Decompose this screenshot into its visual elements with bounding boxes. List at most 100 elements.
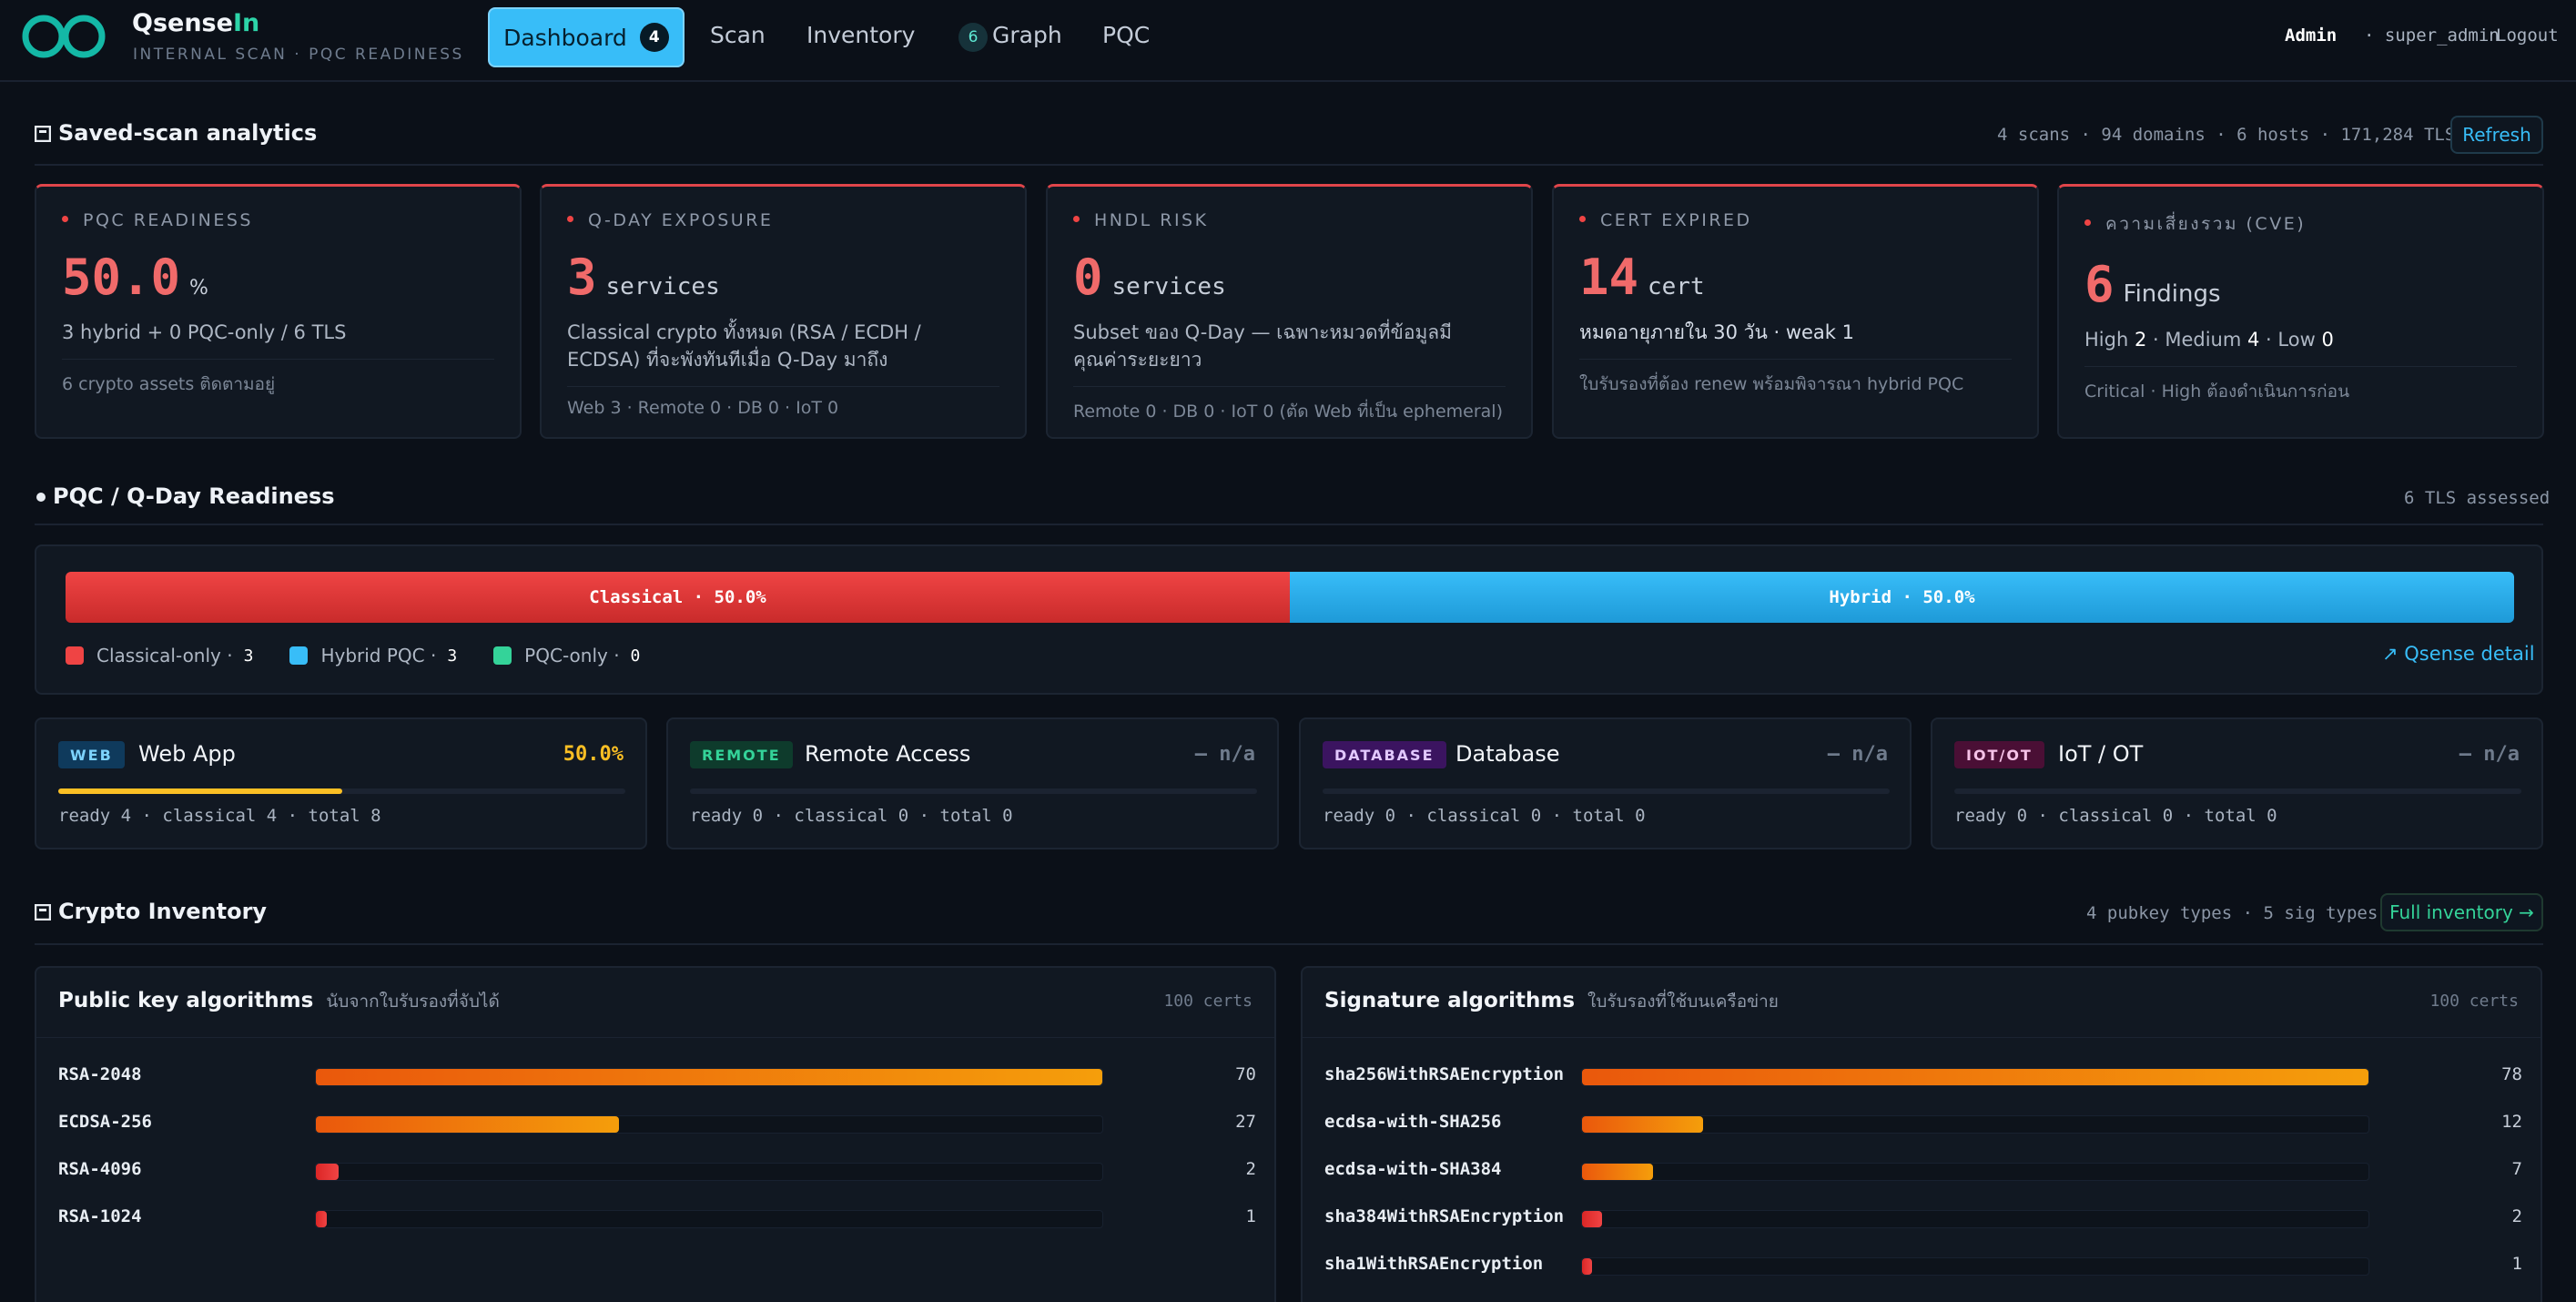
sig-row: sha256WithRSAEncryption 78: [1324, 1061, 2522, 1088]
segment-stats: ready 4 · classical 4 · total 8: [58, 806, 381, 826]
hybrid-segment: Hybrid · 50.0%: [1290, 572, 2514, 623]
sig-label: sha1WithRSAEncryption: [1324, 1254, 1544, 1274]
segment-progress-track: [58, 788, 625, 794]
sig-label: sha256WithRSAEncryption: [1324, 1064, 1565, 1084]
segment-stats: ready 0 · classical 0 · total 0: [1954, 806, 2277, 826]
kpi-unit: Findings: [2123, 280, 2221, 308]
kpi-value: 3: [567, 249, 597, 306]
nav-inventory-tab[interactable]: Inventory: [806, 22, 916, 48]
hybrid-legend-label: Hybrid PQC ·: [320, 645, 437, 666]
sig-bar-track: [1581, 1068, 2369, 1086]
sig-value: 1: [2511, 1254, 2522, 1274]
segment-percent: — n/a: [2459, 743, 2520, 766]
sig-label: ecdsa-with-SHA256: [1324, 1112, 1502, 1132]
top-bar: QsenseIn INTERNAL SCAN · PQC READINESS D…: [0, 0, 2576, 82]
classical-segment: Classical · 50.0%: [66, 572, 1290, 623]
qsense-detail-link[interactable]: ↗ Qsense detail: [2382, 643, 2535, 665]
sig-bar-track: [1581, 1257, 2369, 1276]
kpi-card-hndl-risk: HNDL RISK 0 services Subset ของ Q-Day — เ…: [1046, 184, 1533, 439]
kpi-card-cert-expired: CERT EXPIRED 14 cert หมดอายุภายใน 30 วัน …: [1552, 184, 2039, 439]
kpi-description: Classical crypto ทั้งหมด (RSA / ECDH / E…: [567, 321, 921, 371]
pubkey-cert-count: 100 certs: [1163, 992, 1253, 1011]
sig-bar: [1582, 1069, 2368, 1085]
nav-dashboard-tab[interactable]: Dashboard 4: [488, 7, 685, 67]
sig-bar: [1582, 1258, 1593, 1275]
readiness-panel: Classical · 50.0% Hybrid · 50.0% Classic…: [35, 544, 2543, 695]
segment-name: Remote Access: [805, 741, 971, 767]
pubkey-bar-track: [315, 1068, 1103, 1086]
segment-name: Database: [1455, 741, 1560, 767]
pubkey-value: 70: [1235, 1064, 1256, 1084]
pubkey-label: RSA-2048: [58, 1064, 142, 1084]
sig-bar-track: [1581, 1163, 2369, 1181]
kpi-description: High 2 · Medium 4 · Low 0: [2084, 329, 2334, 351]
inventory-section-title: Crypto Inventory: [58, 899, 268, 924]
sig-row: ecdsa-with-SHA384 7: [1324, 1155, 2522, 1183]
kpi-unit: services: [605, 273, 720, 300]
kpi-unit: %: [189, 277, 208, 300]
segment-stats: ready 0 · classical 0 · total 0: [1323, 806, 1646, 826]
pubkey-bar: [316, 1116, 620, 1133]
nav-graph-tab[interactable]: Graph: [992, 22, 1062, 48]
pubkey-label: RSA-4096: [58, 1159, 142, 1179]
sig-row: sha384WithRSAEncryption 2: [1324, 1203, 2522, 1230]
segment-card-iot[interactable]: IOT/OT IoT / OT — n/a ready 0 · classica…: [1931, 717, 2543, 849]
kpi-footnote: Critical · High ต้องดำเนินการก่อน: [2084, 366, 2517, 405]
sig-bar-track: [1581, 1115, 2369, 1134]
classical-legend-label: Classical-only ·: [96, 645, 233, 666]
kpi-value: 14: [1579, 249, 1639, 306]
nav-dashboard-label: Dashboard: [503, 24, 627, 51]
pubkey-panel-title: Public key algorithms นับจากใบรับรองที่จั…: [58, 989, 500, 1012]
kpi-footnote: Web 3 · Remote 0 · DB 0 · IoT 0: [567, 386, 999, 418]
pubkey-row: RSA-1024 1: [58, 1203, 1256, 1230]
pubkey-label: RSA-1024: [58, 1206, 142, 1226]
segment-card-web[interactable]: WEB Web App 50.0% ready 4 · classical 4 …: [35, 717, 647, 849]
pubkey-value: 2: [1245, 1159, 1256, 1179]
inventory-summary: 4 pubkey types · 5 sig types: [2086, 903, 2378, 923]
cve-high-count: 2: [2134, 329, 2147, 351]
kpi-footnote: ใบรับรองที่ต้อง renew พร้อมพิจารณา hybri…: [1579, 359, 2012, 398]
full-inventory-button[interactable]: Full inventory →: [2380, 893, 2543, 931]
kpi-label: ความเสี่ยงรวม (CVE): [2084, 210, 2517, 238]
segment-stats: ready 0 · classical 0 · total 0: [690, 806, 1013, 826]
nav-dashboard-count-badge: 4: [639, 23, 669, 52]
segment-progress-track: [1323, 788, 1890, 794]
pubkey-bar-track: [315, 1163, 1103, 1181]
sig-row: sha1WithRSAEncryption 1: [1324, 1250, 2522, 1277]
readiness-split-bar: Classical · 50.0% Hybrid · 50.0%: [66, 572, 2514, 623]
pubkey-row: ECDSA-256 27: [58, 1108, 1256, 1135]
segment-name: IoT / OT: [2058, 741, 2144, 767]
kpi-label: HNDL RISK: [1073, 210, 1506, 230]
segment-name: Web App: [138, 741, 236, 767]
sig-bar: [1582, 1164, 1653, 1180]
pubkey-label: ECDSA-256: [58, 1112, 152, 1132]
analytics-divider: [35, 164, 2543, 166]
readiness-section-dot-icon: [36, 493, 46, 502]
segment-card-remote[interactable]: REMOTE Remote Access — n/a ready 0 · cla…: [666, 717, 1279, 849]
inventory-section-icon: [35, 904, 51, 921]
refresh-button[interactable]: Refresh: [2450, 116, 2543, 154]
sig-label: ecdsa-with-SHA384: [1324, 1159, 1502, 1179]
segment-card-database[interactable]: DATABASE Database — n/a ready 0 · classi…: [1299, 717, 1912, 849]
pubkey-algorithms-panel: Public key algorithms นับจากใบรับรองที่จั…: [35, 966, 1276, 1302]
readiness-divider: [35, 524, 2543, 525]
inventory-divider: [35, 943, 2543, 945]
segment-tag: REMOTE: [690, 741, 793, 768]
kpi-footnote: 6 crypto assets ติดตามอยู่: [62, 359, 494, 398]
brand-name: QsenseIn: [132, 9, 260, 37]
infinity-logo-icon: [22, 15, 106, 58]
segment-tag: WEB: [58, 741, 125, 768]
kpi-description: Subset ของ Q-Day — เฉพาะหมวดที่ข้อมูลมีค…: [1073, 321, 1453, 371]
pubkey-bar: [316, 1211, 328, 1227]
pqc-only-legend-swatch: [493, 646, 512, 665]
classical-legend-count: 3: [243, 646, 254, 666]
logout-button[interactable]: Logout: [2496, 25, 2559, 46]
sig-bar: [1582, 1116, 1703, 1133]
nav-pqc-tab[interactable]: PQC: [1102, 22, 1151, 48]
classical-legend-swatch: [66, 646, 84, 665]
segment-progress-track: [690, 788, 1257, 794]
pubkey-row: RSA-4096 2: [58, 1155, 1256, 1183]
kpi-card-cve-risk: ความเสี่ยงรวม (CVE) 6 Findings High 2 · M…: [2057, 184, 2544, 439]
nav-scan-tab[interactable]: Scan: [710, 22, 766, 48]
readiness-legend: Classical-only · 3 Hybrid PQC · 3 PQC-on…: [66, 645, 676, 666]
